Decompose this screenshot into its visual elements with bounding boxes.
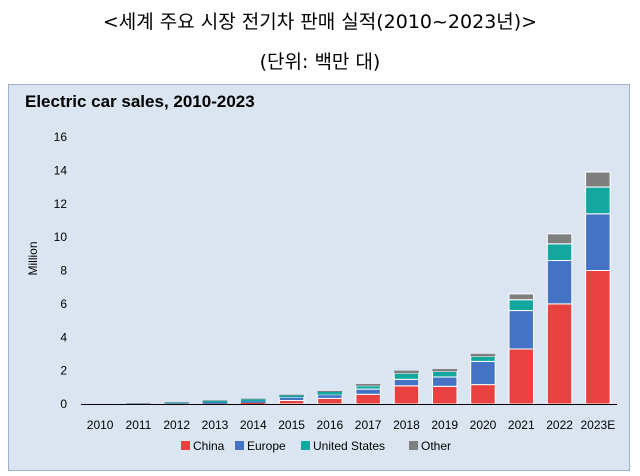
bar-segment-united-states <box>355 385 381 390</box>
y-tick-label: 6 <box>60 297 67 311</box>
legend-label: United States <box>313 439 385 453</box>
x-tick-label: 2010 <box>87 418 114 432</box>
bar-segment-china <box>355 393 381 405</box>
chart-frame: Electric car sales, 2010-2023 Million 0 2… <box>8 84 630 471</box>
bar-segment-europe <box>508 310 534 350</box>
chart-title: Electric car sales, 2010-2023 <box>25 92 255 111</box>
bar-segment-europe <box>317 394 343 399</box>
unit-caption: (단위: 백만 대) <box>259 51 381 73</box>
x-tick-label: 2020 <box>470 418 497 432</box>
y-tick-label: 4 <box>60 330 67 344</box>
y-tick-label: 16 <box>54 130 68 144</box>
bar-segment-china <box>241 402 266 404</box>
bar-segment-united-states <box>279 395 304 398</box>
y-tick-label: 14 <box>54 163 68 177</box>
legend-swatch <box>181 441 190 450</box>
y-tick-label: 8 <box>60 264 67 278</box>
bar-segment-china <box>432 385 458 405</box>
bar-segment-china <box>546 303 573 405</box>
bar-segment-europe <box>355 388 381 395</box>
bar-segment-other <box>355 384 381 386</box>
bar-segment-europe <box>202 402 228 404</box>
bar-segment-china <box>317 397 343 405</box>
bar-segment-united-states <box>393 372 420 380</box>
x-tick-label: 2016 <box>317 418 344 432</box>
bar-segment-other <box>279 394 304 396</box>
bar-segment-china <box>278 400 305 405</box>
x-tick-label: 2017 <box>355 418 382 432</box>
bar-segment-europe <box>470 360 496 386</box>
legend-label: China <box>193 439 225 453</box>
bar-segment-europe <box>393 378 420 387</box>
x-tick-label: 2022 <box>546 418 573 432</box>
bar-segment-china <box>393 385 420 405</box>
bar-segment-other <box>394 370 419 374</box>
page-heading: <세계 주요 시장 전기차 판매 실적(2010~2023년)> <box>102 11 538 33</box>
legend-swatch <box>235 441 244 450</box>
bar-segment-china <box>585 270 611 405</box>
bar-segment-united-states <box>546 243 573 262</box>
bar-segment-united-states <box>317 392 343 395</box>
bar-segment-europe <box>585 213 611 272</box>
bar-segment-china <box>470 384 496 405</box>
chart: Electric car sales, 2010-2023 Million 0 2… <box>25 92 617 453</box>
bar-segment-other <box>432 369 457 372</box>
bar-segment-other <box>317 391 343 392</box>
y-tick-label: 10 <box>54 230 68 244</box>
bar-segment-other <box>585 171 611 188</box>
bar-segment-europe <box>432 376 458 387</box>
bar-segment-united-states <box>432 371 458 378</box>
bar-segment-united-states <box>508 299 534 311</box>
bar-segment-united-states <box>241 399 266 402</box>
x-tick-label: 2015 <box>278 418 305 432</box>
bars <box>126 171 611 405</box>
bar-segment-united-states <box>585 186 611 215</box>
x-tick-label: 2013 <box>202 418 229 432</box>
x-tick-label: 2012 <box>163 418 190 432</box>
bar-segment-other <box>470 353 496 357</box>
bar-segment-china <box>508 348 534 405</box>
bar-segment-europe <box>164 403 189 404</box>
x-tick-label: 2021 <box>508 418 535 432</box>
bar-segment-other <box>546 233 573 245</box>
x-ticks: 2010 2011 2012 2013 2014 2015 2016 2017 2018 2019… <box>87 418 615 432</box>
bar-segment-other <box>508 293 534 301</box>
y-ticks: 0 2 4 6 8 10 12 14 16 <box>54 130 68 411</box>
y-tick-label: 0 <box>60 397 67 411</box>
legend-swatch <box>301 441 310 450</box>
y-tick-label: 2 <box>60 364 67 378</box>
legend-swatch <box>409 441 418 450</box>
x-tick-label: 2011 <box>126 418 152 432</box>
bar-segment-united-states <box>470 355 496 362</box>
y-axis-label: Million <box>26 241 40 275</box>
bar-segment-europe <box>241 401 266 403</box>
y-tick-label: 12 <box>54 197 68 211</box>
legend-label: Other <box>421 439 451 453</box>
bar-segment-other <box>202 400 228 401</box>
legend-label: Europe <box>247 439 286 453</box>
x-tick-label: 2018 <box>393 418 420 432</box>
x-tick-label: 2019 <box>431 418 458 432</box>
bar-segment-other <box>241 398 266 400</box>
legend: China Europe United States Other <box>181 439 451 453</box>
x-tick-label: 2014 <box>240 418 267 432</box>
bar-segment-united-states <box>202 400 228 403</box>
bar-segment-europe <box>278 396 305 401</box>
bar-segment-europe <box>546 260 573 305</box>
x-tick-label: 2023E <box>581 418 616 432</box>
bar-segment-united-states <box>164 402 189 404</box>
